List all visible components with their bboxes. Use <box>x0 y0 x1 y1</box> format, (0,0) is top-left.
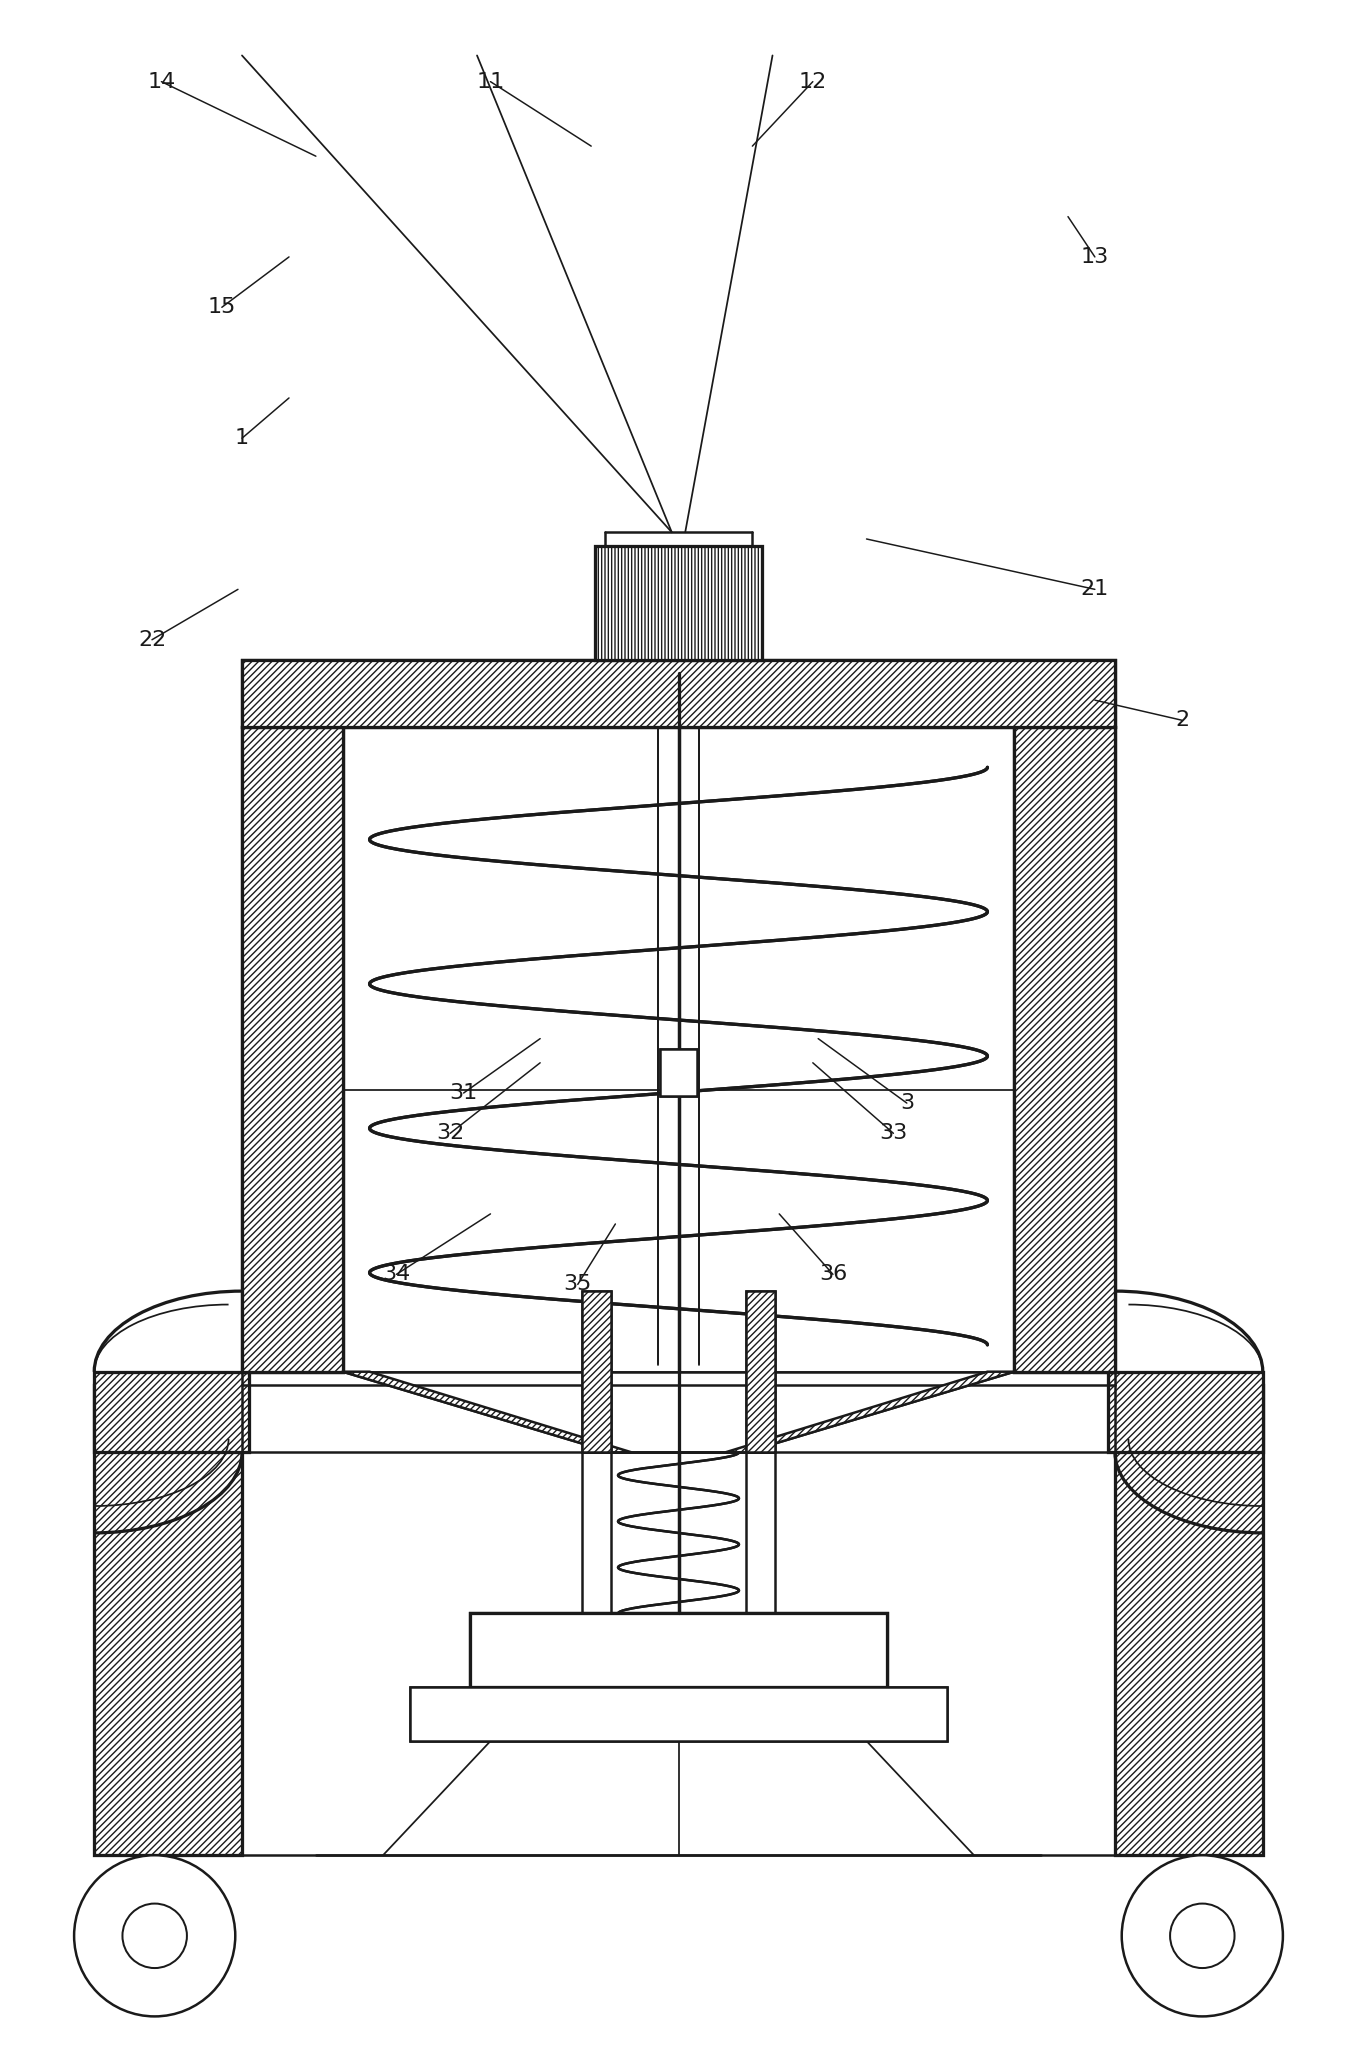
Text: 12: 12 <box>799 72 826 92</box>
Text: 36: 36 <box>818 1264 847 1284</box>
Bar <box>582 1290 612 1452</box>
Bar <box>343 728 1014 1372</box>
Bar <box>660 1049 697 1096</box>
Bar <box>1115 1384 1263 1855</box>
Circle shape <box>1122 1855 1282 2016</box>
Bar <box>1014 728 1115 1372</box>
Bar <box>242 728 343 1372</box>
Text: 14: 14 <box>148 72 175 92</box>
Text: 13: 13 <box>1080 247 1109 268</box>
Bar <box>94 1372 248 1452</box>
Bar <box>471 1614 886 1687</box>
Circle shape <box>1170 1904 1235 1967</box>
Bar <box>242 661 1115 728</box>
Text: 22: 22 <box>138 630 166 650</box>
Bar <box>582 1290 612 1452</box>
Text: 34: 34 <box>383 1264 411 1284</box>
Text: 3: 3 <box>900 1094 913 1112</box>
Text: 2: 2 <box>1175 710 1189 730</box>
Text: 21: 21 <box>1080 579 1109 599</box>
Bar <box>410 1687 947 1740</box>
Circle shape <box>75 1855 235 2016</box>
Text: 31: 31 <box>449 1084 478 1102</box>
Bar <box>1014 728 1115 1372</box>
Text: 35: 35 <box>563 1274 592 1294</box>
Text: 1: 1 <box>235 427 250 448</box>
Bar <box>745 1290 775 1452</box>
Bar <box>596 546 761 661</box>
Text: 11: 11 <box>476 72 505 92</box>
Circle shape <box>122 1904 187 1967</box>
Bar <box>1109 1372 1263 1452</box>
Bar <box>242 661 1115 728</box>
Text: 33: 33 <box>879 1123 908 1143</box>
Bar <box>410 1687 947 1740</box>
Polygon shape <box>726 1372 1014 1452</box>
Polygon shape <box>343 1372 631 1452</box>
Bar <box>745 1290 775 1452</box>
Bar <box>242 728 343 1372</box>
Bar <box>94 1384 242 1855</box>
Bar <box>660 1049 697 1096</box>
Text: 15: 15 <box>208 297 236 317</box>
Text: 32: 32 <box>436 1123 464 1143</box>
Bar <box>471 1614 886 1687</box>
